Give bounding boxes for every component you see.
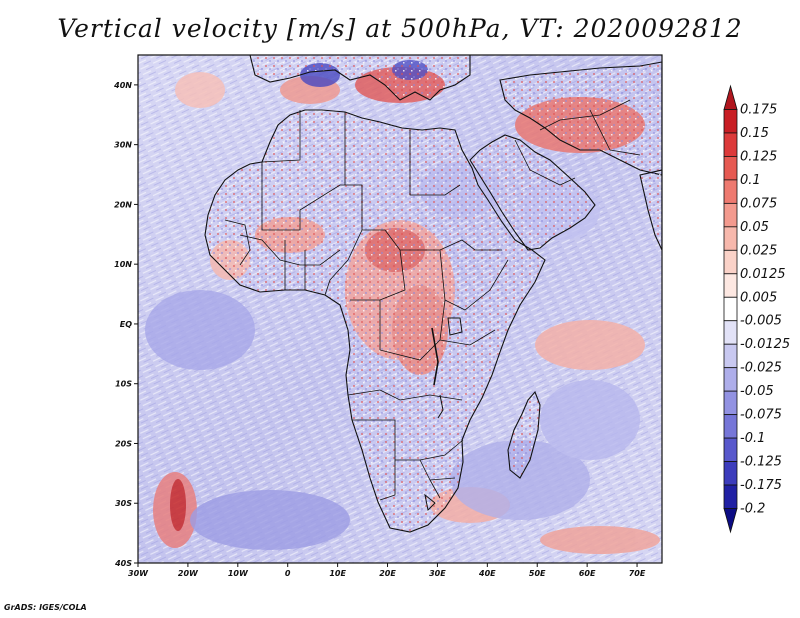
colorbar-swatch [723, 414, 738, 439]
colorbar-top-arrow [723, 84, 738, 110]
colorbar-swatch [723, 390, 738, 416]
colorbar-label: 0.1 [740, 173, 761, 188]
colorbar-bottom-arrow [723, 508, 738, 534]
grads-credit: GrADS: IGES/COLA [4, 603, 87, 612]
colorbar-swatch [723, 343, 738, 369]
map-title: Vertical velocity [m/s] at 500hPa, VT: 2… [57, 14, 743, 43]
map-field [138, 55, 662, 563]
map-frame [137, 54, 663, 564]
colorbar-label: -0.005 [740, 314, 782, 329]
colorbar-swatch [723, 367, 738, 392]
colorbar-swatch [723, 484, 738, 509]
colorbar-swatch [723, 273, 738, 298]
lat-tick-label: 20N [114, 200, 132, 209]
lon-tick-label: 0 [285, 569, 291, 578]
country-borders [224, 99, 641, 512]
colorbar-label: -0.025 [740, 361, 782, 376]
middle-east-landmass [499, 61, 662, 176]
colorbar-label: 0.175 [740, 102, 777, 117]
lat-tick-label: 10S [115, 380, 132, 389]
lon-tick-label: 10W [228, 569, 249, 578]
colorbar-label: 0.075 [740, 196, 777, 211]
lat-tick-label: 40S [114, 559, 132, 568]
lon-tick-label: 40E [478, 569, 496, 578]
lon-tick-label: 70E [629, 569, 646, 578]
colorbar-label: 0.125 [740, 149, 777, 164]
colorbar-label: -0.175 [740, 478, 782, 493]
lat-tick-label: 30N [114, 141, 132, 150]
colorbar-swatch [723, 132, 738, 157]
lon-tick-label: 50E [529, 569, 546, 578]
lon-tick-label: 10E [329, 569, 346, 578]
colorbar-swatch [723, 109, 738, 134]
colorbar-swatch [723, 320, 738, 345]
colorbar-swatch [723, 226, 738, 251]
lat-tick-label: 40N [113, 81, 132, 90]
madagascar-island [507, 390, 541, 479]
lon-tick-label: 30W [128, 569, 149, 578]
lat-tick-label: 10N [114, 260, 132, 269]
lon-tick-label: 30E [429, 569, 446, 578]
colorbar-label: 0.05 [740, 220, 769, 235]
africa-landmass [204, 109, 546, 533]
colorbar-label: -0.125 [740, 455, 782, 470]
colorbar-swatch [723, 202, 738, 228]
colorbar-label: 0.15 [740, 126, 769, 141]
europe-landmass [249, 55, 471, 101]
colorbar-label: -0.0125 [740, 337, 790, 352]
lon-tick-label: 20W [178, 569, 199, 578]
colorbar-swatch [723, 179, 738, 204]
colorbar-swatch [723, 461, 738, 486]
colorbar-label: -0.1 [740, 431, 765, 446]
arabian-peninsula [469, 134, 596, 251]
colorbar-swatch [723, 296, 738, 322]
lon-tick-label: 60E [579, 569, 596, 578]
lakes [437, 317, 463, 419]
latitude-axis: 40N 30N 20N 10N EQ 10S 20S 30S 40S [113, 81, 138, 568]
colorbar-label: -0.05 [740, 384, 774, 399]
colorbar-swatch [723, 437, 738, 462]
lat-tick-label: 30S [115, 499, 132, 508]
colorbar-swatch [723, 156, 738, 181]
lat-tick-label: EQ [120, 320, 132, 329]
colorbar-label: 0.005 [740, 290, 777, 305]
colorbar-label: -0.2 [740, 502, 765, 517]
colorbar-label: 0.025 [740, 243, 777, 258]
colorbar-label: -0.075 [740, 408, 782, 423]
longitude-axis: 30W 20W 10W 0 10E 20E 30E 40E 50E 60E 70E [128, 563, 646, 578]
colorbar-label: 0.0125 [740, 267, 786, 282]
lat-tick-label: 20S [115, 439, 132, 448]
colorbar-swatch [723, 249, 738, 275]
india-landmass [639, 169, 662, 251]
colorbar: 0.175 0.15 0.125 0.1 0.075 0.05 0.025 0.0125 0.0… [723, 84, 790, 534]
lon-tick-label: 20E [379, 569, 396, 578]
